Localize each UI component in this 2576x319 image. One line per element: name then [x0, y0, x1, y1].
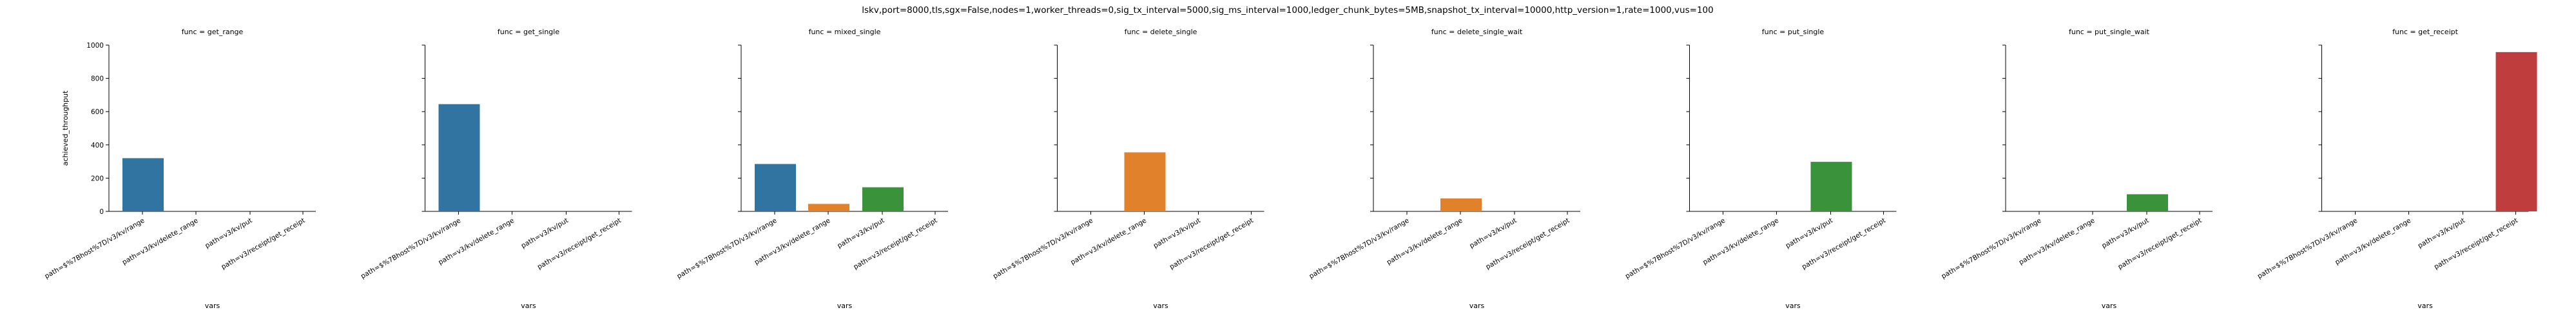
bar-2 [2127, 194, 2168, 211]
y-tick-label: 1000 [86, 42, 104, 50]
x-axis-label: vars [2102, 302, 2117, 310]
panel-title: func = put_single [1762, 28, 1825, 36]
x-axis-label: vars [205, 302, 220, 310]
x-tick-label: path=v3/receipt/get_receipt [1484, 217, 1571, 271]
x-axis-label: vars [837, 302, 853, 310]
x-tick-label: path=$%7Bhost%7D/v3/kv/range [1940, 217, 2042, 280]
x-tick-label: path=v3/kv/put [1785, 217, 1834, 250]
bar-0 [755, 164, 796, 211]
panel-title: func = get_receipt [2392, 28, 2459, 36]
panel-4: func = delete_single_wait path=$%7Bhost%7… [1308, 28, 1580, 310]
x-tick-label: path=$%7Bhost%7D/v3/kv/range [992, 217, 1094, 280]
panel-title: func = get_single [498, 28, 559, 36]
x-tick-label: path=$%7Bhost%7D/v3/kv/range [360, 217, 462, 280]
panel-6: func = put_single_wait path=$%7Bhost%7D/v… [1940, 28, 2213, 310]
panel-1: func = get_single path=$%7Bhost%7D/v3/kv/… [360, 28, 632, 310]
bar-1 [1440, 198, 1482, 211]
x-tick-label: path=$%7Bhost%7D/v3/kv/range [1624, 217, 1727, 280]
x-tick-label: path=v3/kv/put [2100, 217, 2150, 250]
x-axis-label: vars [1785, 302, 1801, 310]
x-tick-label: path=v3/receipt/get_receipt [852, 217, 938, 271]
x-tick-label: path=v3/receipt/get_receipt [1801, 217, 1887, 271]
panel-title: func = get_range [182, 28, 244, 36]
x-tick-label: path=$%7Bhost%7D/v3/kv/range [43, 217, 146, 280]
y-tick-label: 200 [91, 175, 104, 182]
x-tick-label: path=$%7Bhost%7D/v3/kv/range [675, 217, 778, 280]
x-tick-label: path=v3/kv/put [1468, 217, 1518, 250]
y-tick-label: 400 [91, 142, 104, 150]
x-tick-label: path=v3/receipt/get_receipt [2116, 217, 2203, 271]
panel-0: func = get_range 0 200 400 600 800 1000 achieve… [43, 28, 316, 310]
x-tick-label: path=v3/receipt/get_receipt [220, 217, 306, 271]
bar-2 [1811, 162, 1852, 211]
x-axis-label: vars [521, 302, 536, 310]
panel-3: func = delete_single path=$%7Bhost%7D/v3/… [992, 28, 1264, 310]
x-tick-label: path=v3/kv/put [204, 217, 253, 250]
x-axis-label: vars [1153, 302, 1168, 310]
panel-title: func = delete_single [1125, 28, 1197, 36]
bar-0 [439, 104, 480, 211]
y-axis-label: achieved_throughput [61, 90, 70, 166]
x-tick-label: path=v3/receipt/get_receipt [1168, 217, 1255, 271]
x-tick-label: path=v3/receipt/get_receipt [2433, 217, 2519, 271]
x-tick-label: path=$%7Bhost%7D/v3/kv/range [2256, 217, 2359, 280]
x-axis-label: vars [1469, 302, 1485, 310]
panel-title: func = put_single_wait [2069, 28, 2150, 36]
y-tick-label: 0 [99, 208, 104, 216]
bar-1 [1125, 152, 1166, 211]
x-axis-label: vars [2417, 302, 2433, 310]
x-tick-label: path=v3/kv/put [520, 217, 570, 250]
x-tick-label: path=$%7Bhost%7D/v3/kv/range [1308, 217, 1410, 280]
panel-2: func = mixed_single path=$%7Bhost%7D/v3/k… [675, 28, 948, 310]
chart-suptitle: lskv,port=8000,tls,sgx=False,nodes=1,wor… [862, 5, 1713, 15]
x-tick-label: path=v3/kv/put [1152, 217, 1202, 250]
panel-title: func = mixed_single [809, 28, 881, 36]
bar-3 [2496, 52, 2537, 211]
bar-1 [808, 204, 849, 211]
x-tick-label: path=v3/kv/put [836, 217, 886, 250]
x-tick-label: path=v3/receipt/get_receipt [536, 217, 623, 271]
bar-2 [862, 188, 904, 211]
panel-7: func = get_receipt path=$%7Bhost%7D/v3/kv… [2256, 28, 2537, 310]
bar-0 [122, 158, 164, 211]
y-tick-label: 800 [91, 75, 104, 83]
x-tick-label: path=v3/kv/put [2417, 217, 2466, 250]
y-tick-label: 600 [91, 108, 104, 116]
panel-5: func = put_single path=$%7Bhost%7D/v3/kv/… [1624, 28, 1897, 310]
panel-title: func = delete_single_wait [1431, 28, 1523, 36]
